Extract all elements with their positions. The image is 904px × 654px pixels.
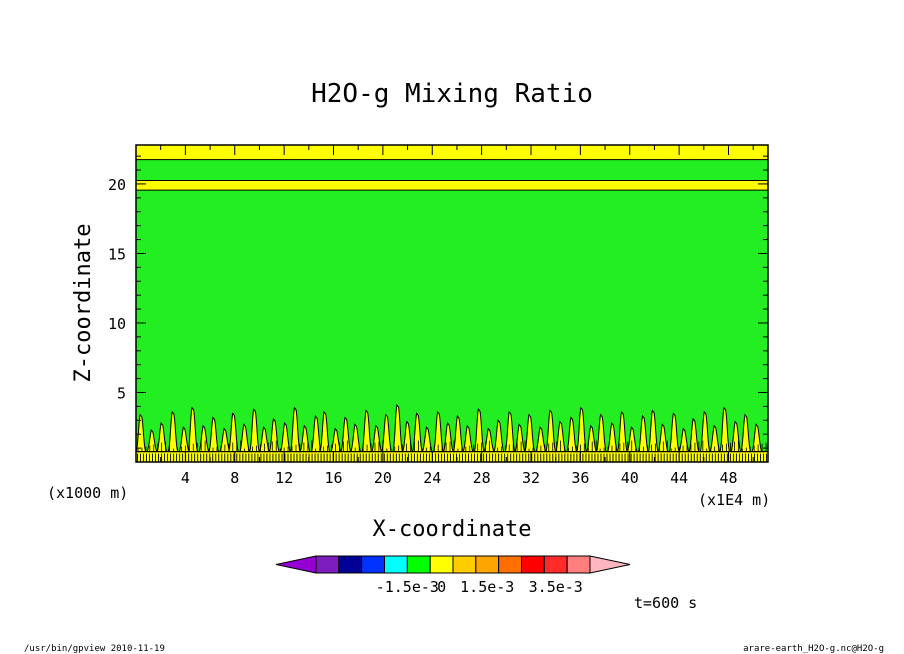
moisture-plumes (135, 403, 767, 453)
plume-28 (421, 426, 433, 453)
colorbar-segment-7 (475, 555, 500, 574)
plume-59 (740, 413, 752, 453)
plume-33 (473, 408, 485, 453)
plume-42 (566, 416, 578, 453)
plume-36 (504, 410, 516, 453)
plume-50 (647, 409, 659, 453)
y-tick-label-10: 10 (108, 315, 126, 333)
plume-35 (493, 419, 505, 453)
band-1 (136, 180, 768, 191)
colorbar-segment-4 (406, 555, 431, 574)
plume-54 (688, 417, 700, 453)
plume-17 (310, 414, 322, 453)
colorbar: -1.5e-30 1.5e-3 3.5e-3 (275, 555, 631, 596)
plume-11 (249, 408, 260, 453)
y-tick-label-15: 15 (108, 245, 126, 263)
colorbar-segment-9 (521, 555, 545, 574)
plume-60 (751, 423, 763, 453)
x-tick-label-40: 40 (621, 469, 639, 487)
plume-47 (616, 410, 628, 453)
plume-41 (555, 420, 567, 453)
x-tick-label-8: 8 (230, 469, 239, 487)
colorbar-segment-0 (315, 555, 340, 574)
y-tick-label-5: 5 (117, 384, 126, 402)
plume-24 (381, 413, 392, 453)
plume-51 (657, 423, 669, 453)
colorbar-label-1: 0 (437, 578, 446, 596)
plume-40 (545, 409, 557, 453)
plume-4 (178, 426, 190, 453)
colorbar-label-0: -1.5e-3 (376, 578, 439, 596)
colorbar-segment-3 (384, 555, 408, 574)
plume-31 (452, 414, 464, 453)
x-tick-label-32: 32 (522, 469, 540, 487)
x-tick-label-48: 48 (719, 469, 737, 487)
colorbar-triangle-high (589, 555, 631, 574)
band-2 (136, 451, 768, 462)
plume-0 (135, 413, 147, 453)
plume-14 (279, 421, 291, 453)
colorbar-segment-11 (566, 555, 591, 574)
colorbar-segment-5 (429, 555, 454, 574)
x-tick-label-20: 20 (374, 469, 392, 487)
footer-left: /usr/bin/gpview 2010-11-19 (24, 644, 165, 654)
x-tick-label-4: 4 (181, 469, 190, 487)
plume-25 (392, 403, 404, 453)
chart-title: H2O-g Mixing Ratio (311, 79, 593, 109)
x-tick-label-12: 12 (275, 469, 293, 487)
x-axis-label: X-coordinate (373, 517, 532, 542)
plume-45 (595, 413, 607, 453)
y-tick-label-20: 20 (108, 176, 126, 194)
plume-22 (361, 409, 373, 453)
colorbar-triangle-low (275, 555, 317, 574)
plume-9 (228, 412, 239, 453)
plume-27 (412, 412, 423, 453)
plume-52 (668, 412, 680, 453)
time-label: t=600 s (634, 594, 697, 612)
plume-43 (576, 406, 588, 453)
x-unit-left: (x1000 m) (47, 484, 128, 502)
plume-10 (239, 423, 251, 453)
contour-bands (136, 145, 768, 462)
plume-38 (524, 413, 536, 453)
plume-7 (208, 416, 220, 453)
plume-32 (462, 424, 474, 453)
colorbar-segment-1 (338, 555, 363, 574)
colorbar-label-3: 3.5e-3 (529, 578, 583, 596)
plume-53 (678, 427, 690, 453)
x-unit-right: (x1E4 m) (698, 491, 770, 509)
plume-18 (319, 410, 331, 453)
field-background (136, 145, 768, 462)
surface-layer (136, 450, 768, 462)
colorbar-segment-8 (498, 555, 522, 574)
plume-15 (289, 406, 301, 453)
x-tick-label-16: 16 (324, 469, 342, 487)
colorbar-label-2: 1.5e-3 (460, 578, 514, 596)
plume-26 (402, 420, 413, 453)
band-0 (136, 145, 768, 160)
colorbar-segment-10 (543, 555, 568, 574)
plume-5 (187, 406, 199, 453)
x-tick-label-36: 36 (571, 469, 589, 487)
colorbar-segment-6 (452, 555, 477, 574)
y-axis-label: Z-coordinate (71, 224, 96, 383)
footer-right: arare-earth_H2O-g.nc@H2O-g (743, 644, 884, 654)
plot-frame (135, 144, 769, 463)
plume-57 (719, 406, 731, 453)
colorbar-segment-2 (361, 555, 385, 574)
x-tick-label-44: 44 (670, 469, 688, 487)
plume-49 (637, 414, 649, 453)
plume-48 (626, 426, 638, 453)
x-tick-label-24: 24 (423, 469, 441, 487)
x-tick-label-28: 28 (473, 469, 491, 487)
plume-3 (167, 410, 179, 453)
